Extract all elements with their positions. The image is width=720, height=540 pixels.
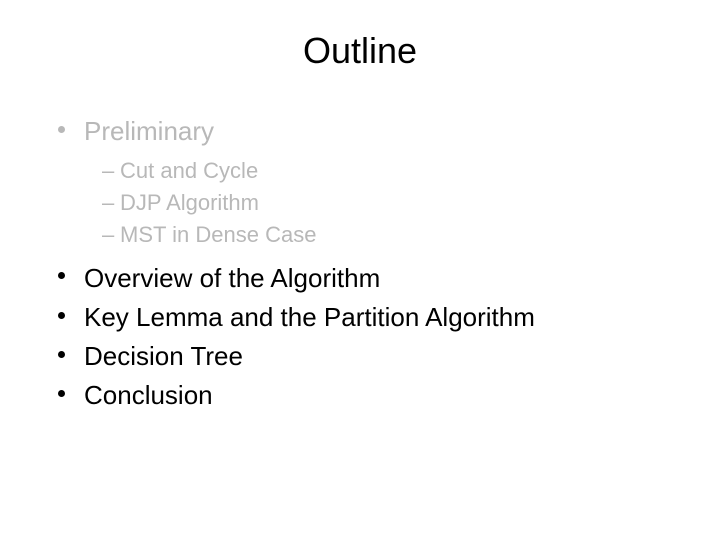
outline-subitem-label: Cut and Cycle: [120, 158, 258, 183]
outline-list: Preliminary – Cut and Cycle – DJP Algori…: [58, 114, 680, 413]
outline-item-conclusion: Conclusion: [58, 378, 680, 413]
slide-title: Outline: [40, 30, 680, 72]
outline-item-overview: Overview of the Algorithm: [58, 261, 680, 296]
outline-subitem-label: MST in Dense Case: [120, 222, 316, 247]
bullet-icon: [58, 312, 65, 319]
outline-item-label: Preliminary: [84, 116, 214, 146]
outline-subitem: – Cut and Cycle: [102, 155, 680, 187]
outline-subitem: – MST in Dense Case: [102, 219, 680, 251]
bullet-icon: [58, 126, 65, 133]
bullet-icon: [58, 351, 65, 358]
outline-item-decisiontree: Decision Tree: [58, 339, 680, 374]
outline-subitem-label: DJP Algorithm: [120, 190, 259, 215]
outline-item-label: Overview of the Algorithm: [84, 263, 380, 293]
outline-item-label: Key Lemma and the Partition Algorithm: [84, 302, 535, 332]
dash-icon: –: [102, 219, 114, 251]
outline-item-label: Decision Tree: [84, 341, 243, 371]
outline-sublist: – Cut and Cycle – DJP Algorithm – MST in…: [102, 155, 680, 251]
outline-item-keylemma: Key Lemma and the Partition Algorithm: [58, 300, 680, 335]
outline-subitem: – DJP Algorithm: [102, 187, 680, 219]
outline-item-preliminary: Preliminary: [58, 114, 680, 149]
bullet-icon: [58, 390, 65, 397]
outline-item-label: Conclusion: [84, 380, 213, 410]
dash-icon: –: [102, 155, 114, 187]
bullet-icon: [58, 272, 65, 279]
dash-icon: –: [102, 187, 114, 219]
slide-container: Outline Preliminary – Cut and Cycle – DJ…: [0, 0, 720, 540]
